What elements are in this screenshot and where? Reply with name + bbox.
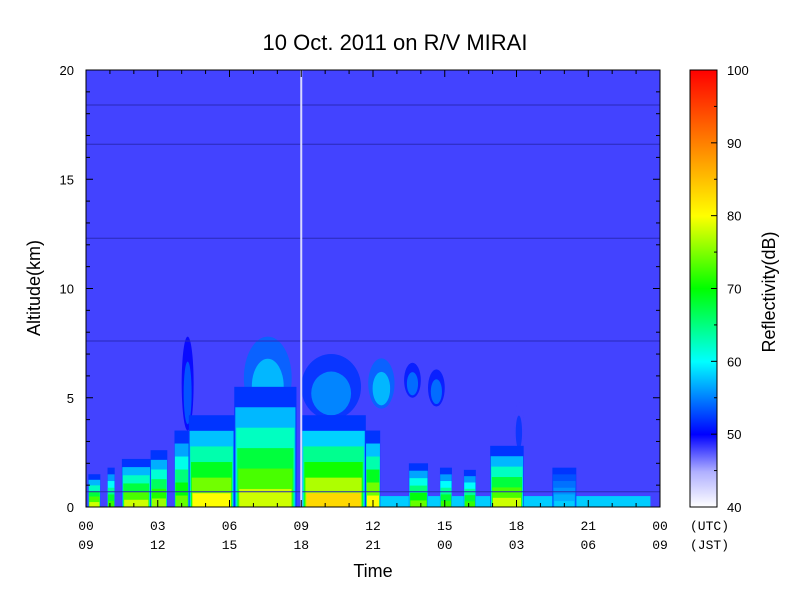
colorbar-tick-label: 50 — [727, 427, 741, 442]
colorbar-tick-label: 90 — [727, 136, 741, 151]
colorbar-ticks: 40 50 60 70 80 90 100 — [711, 63, 749, 515]
y-tick-label: 5 — [67, 391, 74, 406]
x-tick-label-jst: 15 — [222, 538, 238, 553]
echo-column — [108, 501, 115, 507]
x-tick-label-utc: 21 — [580, 519, 596, 534]
elevated-echo-core — [515, 415, 523, 450]
y-tick-label: 15 — [60, 172, 74, 187]
x-tick-label-jst: 12 — [150, 538, 166, 553]
elevated-echo-core — [406, 372, 419, 396]
x-tick-label-utc: 15 — [437, 519, 453, 534]
elevated-echo-core — [183, 361, 192, 425]
plot-area — [86, 70, 660, 507]
jst-label: (JST) — [690, 538, 729, 553]
x-tick-label-jst: 09 — [652, 538, 668, 553]
echo-column — [306, 493, 361, 507]
echo-column — [107, 494, 115, 507]
x-tick-label-utc: 00 — [652, 519, 668, 534]
echo-column — [464, 495, 476, 507]
colorbar-tick-label: 40 — [727, 500, 741, 515]
echo-column — [124, 499, 149, 507]
x-tick-label-utc: 03 — [150, 519, 166, 534]
echo-column — [492, 497, 521, 507]
elevated-echo-core — [430, 379, 442, 405]
x-tick-label-jst: 00 — [437, 538, 453, 553]
x-tick-label-utc: 00 — [78, 519, 94, 534]
echo-column — [410, 500, 427, 507]
echo-column — [175, 495, 188, 507]
echo-column — [440, 494, 452, 507]
x-tick-label-utc: 06 — [222, 519, 238, 534]
colorbar-label: Reflectivity(dB) — [759, 231, 779, 352]
y-tick-label: 10 — [60, 282, 74, 297]
x-tick-label-utc: 09 — [293, 519, 309, 534]
x-axis-label: Time — [353, 561, 392, 581]
colorbar-tick-label: 70 — [727, 282, 741, 297]
x-tick-label-jst: 21 — [365, 538, 381, 553]
x-tick-label-utc: 12 — [365, 519, 381, 534]
colorbar-tick-label: 80 — [727, 209, 741, 224]
echo-column — [440, 501, 451, 507]
x-tick-label-jst: 06 — [580, 538, 596, 553]
colorbar-tick-label: 100 — [727, 63, 749, 78]
y-tick-label: 0 — [67, 500, 74, 515]
x-axis: 00 09 03 12 06 15 09 18 12 21 15 00 18 03 21 06 00 09 — [78, 70, 668, 553]
x-tick-label-jst: 09 — [78, 538, 94, 553]
x-tick-label-jst: 03 — [509, 538, 525, 553]
utc-label: (UTC) — [690, 519, 729, 534]
x-tick-label-jst: 18 — [293, 538, 309, 553]
chart-title: 10 Oct. 2011 on R/V MIRAI — [263, 30, 528, 55]
echo-column — [239, 488, 292, 507]
echo-column — [89, 496, 100, 507]
elevated-echo-core — [311, 371, 352, 416]
x-tick-label-utc: 18 — [509, 519, 525, 534]
echo-column — [151, 498, 166, 507]
echo-column — [192, 493, 231, 507]
y-axis: 0 5 10 15 20 — [60, 63, 660, 515]
echo-column — [464, 501, 475, 507]
y-tick-label: 20 — [60, 63, 74, 78]
echo-column — [89, 502, 100, 507]
y-axis-label: Altitude(km) — [24, 240, 44, 336]
elevated-echo-core — [372, 371, 391, 406]
colorbar-tick-label: 60 — [727, 354, 741, 369]
